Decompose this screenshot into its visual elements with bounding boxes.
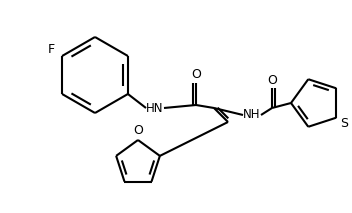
Text: O: O [191,69,201,82]
Text: O: O [267,73,277,86]
Text: O: O [133,124,143,137]
Text: S: S [340,117,348,130]
Text: NH: NH [243,108,261,121]
Text: F: F [47,43,55,56]
Text: HN: HN [146,102,164,115]
